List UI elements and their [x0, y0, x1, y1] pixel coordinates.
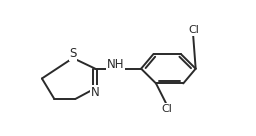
Text: N: N — [91, 86, 100, 99]
Text: Cl: Cl — [161, 104, 172, 114]
Text: S: S — [69, 47, 77, 61]
Text: NH: NH — [107, 58, 125, 71]
Text: Cl: Cl — [188, 25, 199, 35]
